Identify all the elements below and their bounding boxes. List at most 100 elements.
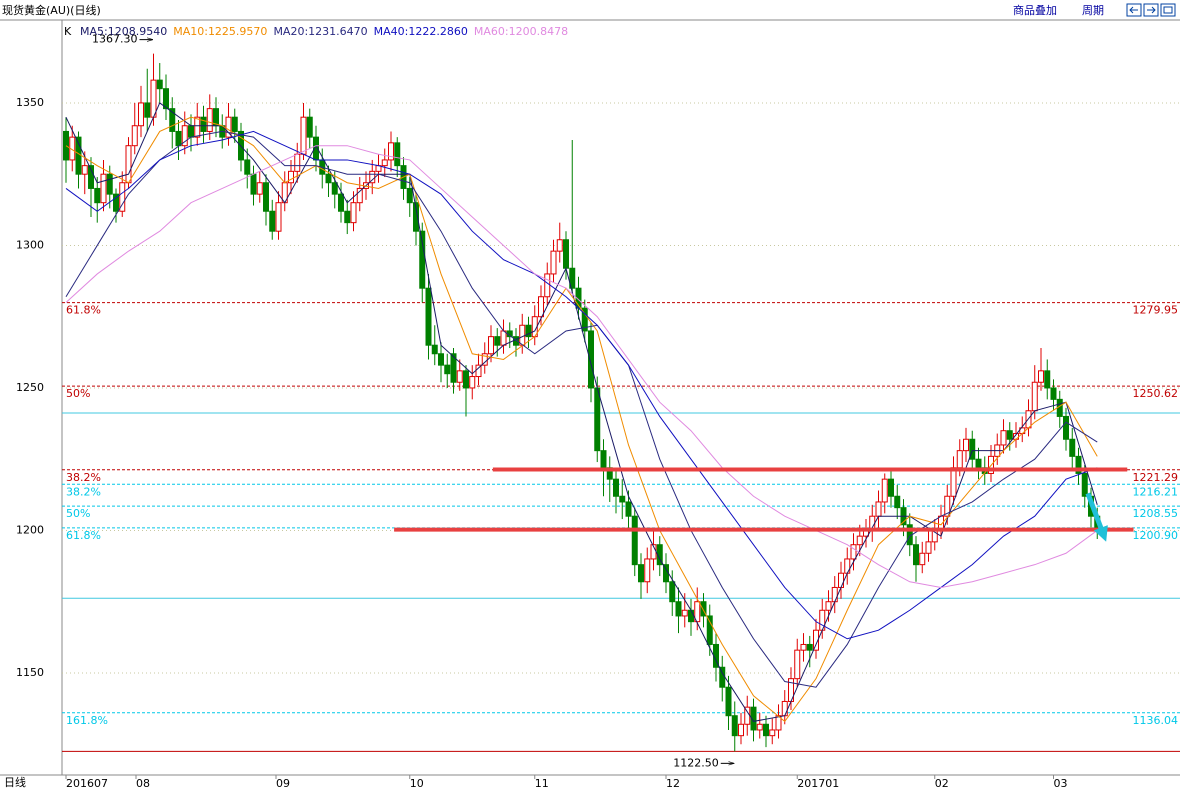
candle-body xyxy=(456,370,463,383)
candle-body xyxy=(300,116,307,155)
candle-body xyxy=(888,478,894,497)
candle-body xyxy=(1031,381,1038,412)
candle-body xyxy=(963,438,969,452)
candle-body xyxy=(231,116,238,132)
candle-body xyxy=(581,307,588,332)
candle-body xyxy=(594,387,601,452)
ma-line xyxy=(65,102,1098,722)
extreme-label: 1122.50 xyxy=(673,756,719,769)
y-tick-label: 1350 xyxy=(16,96,44,109)
x-tick-label: 201701 xyxy=(797,777,839,790)
candle-body xyxy=(838,572,844,588)
fib-price: 1216.21 xyxy=(1133,485,1179,498)
candle-body xyxy=(569,267,576,289)
candle-body xyxy=(288,170,294,184)
candle-body xyxy=(344,210,351,224)
candle-body xyxy=(881,478,888,503)
candle-body xyxy=(806,643,813,651)
y-tick-label: 1300 xyxy=(16,238,44,251)
x-tick-label: 09 xyxy=(276,777,290,790)
candle-body xyxy=(394,142,401,167)
fib-ratio: 61.8% xyxy=(66,529,101,542)
candle-body xyxy=(494,336,501,346)
candle-body xyxy=(800,643,807,651)
candle-body xyxy=(1044,370,1051,389)
candle-body xyxy=(294,153,301,172)
k-label: K xyxy=(64,25,72,38)
candle-body xyxy=(325,173,332,184)
x-tick-label: 12 xyxy=(666,777,680,790)
nav-icons[interactable] xyxy=(1126,3,1176,17)
candle-body xyxy=(413,202,419,232)
menu-item[interactable]: 周期 xyxy=(1082,4,1104,17)
candle-body xyxy=(725,686,732,717)
candle-body xyxy=(1006,430,1013,440)
candle-body xyxy=(875,501,882,517)
candle-body xyxy=(1000,430,1007,446)
candle-body xyxy=(638,564,644,583)
candle-body xyxy=(175,130,182,147)
candle-body xyxy=(419,230,426,289)
candle-body xyxy=(563,239,569,269)
candle-body xyxy=(781,700,788,717)
candle-body xyxy=(688,609,694,623)
candle-body xyxy=(144,102,151,118)
candle-body xyxy=(488,336,494,355)
candle-body xyxy=(694,601,701,623)
candle-body xyxy=(919,552,926,566)
candle-body xyxy=(431,344,438,355)
candle-body xyxy=(263,182,269,212)
legend-entry: MA10:1225.9570 xyxy=(173,25,267,38)
candle-body xyxy=(1081,472,1088,497)
fib-ratio: 61.8% xyxy=(66,304,101,317)
bottom-label: 日线 xyxy=(4,775,26,789)
fib-ratio: 161.8% xyxy=(66,714,108,727)
fib-ratio: 50% xyxy=(66,387,90,400)
candle-body xyxy=(675,601,682,617)
menu-item[interactable]: 商品叠加 xyxy=(1013,3,1057,17)
candle-body xyxy=(1050,387,1057,400)
x-tick-label: 11 xyxy=(535,777,549,790)
candle-body xyxy=(706,615,713,645)
candle-body xyxy=(831,586,838,603)
drawn-line xyxy=(1085,492,1108,542)
candle-body xyxy=(350,202,357,224)
candle-body xyxy=(250,173,257,195)
x-tick-label: 10 xyxy=(410,777,424,790)
candle-body xyxy=(181,125,188,147)
candle-body xyxy=(550,250,557,275)
candle-body xyxy=(794,649,801,680)
candle-body xyxy=(156,79,163,90)
candle-body xyxy=(731,715,738,737)
ma-line xyxy=(65,145,1098,588)
candle-body xyxy=(119,182,126,212)
extreme-label: 1367.30 xyxy=(92,33,138,46)
candle-body xyxy=(88,165,94,189)
y-tick-label: 1250 xyxy=(16,381,44,394)
candle-body xyxy=(700,601,707,617)
candle-body xyxy=(850,544,857,560)
candle-body xyxy=(81,165,88,175)
candle-body xyxy=(975,458,982,469)
candle-body xyxy=(306,116,313,138)
candle-body xyxy=(1063,415,1069,440)
candle-body xyxy=(188,125,194,138)
candle-body xyxy=(738,723,744,737)
candle-body xyxy=(275,202,282,232)
fib-price: 1208.55 xyxy=(1133,507,1179,520)
candle-body xyxy=(631,515,638,566)
candle-body xyxy=(1038,370,1044,383)
candle-body xyxy=(113,193,119,212)
fib-price: 1250.62 xyxy=(1133,387,1179,400)
candle-body xyxy=(600,450,607,469)
candle-body xyxy=(244,159,251,175)
candle-body xyxy=(131,125,138,147)
fib-ratio: 50% xyxy=(66,507,90,520)
candle-body xyxy=(463,370,469,389)
legend-entry: MA60:1200.8478 xyxy=(474,25,568,38)
candle-body xyxy=(950,467,957,497)
legend-entry: MA20:1231.6470 xyxy=(273,25,367,38)
candle-body xyxy=(825,601,832,611)
candle-body xyxy=(500,330,507,346)
candle-body xyxy=(94,187,101,204)
